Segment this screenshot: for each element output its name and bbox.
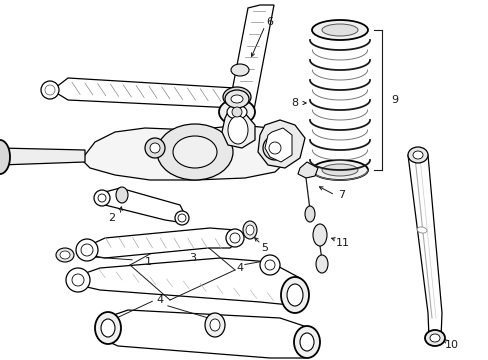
- Ellipse shape: [429, 334, 439, 342]
- Ellipse shape: [209, 319, 220, 331]
- Ellipse shape: [321, 164, 357, 176]
- Ellipse shape: [305, 206, 314, 222]
- Circle shape: [178, 214, 185, 222]
- Ellipse shape: [286, 284, 303, 306]
- Polygon shape: [82, 125, 289, 180]
- Ellipse shape: [424, 330, 444, 346]
- Polygon shape: [98, 188, 184, 222]
- Text: 1: 1: [144, 257, 151, 267]
- Ellipse shape: [311, 20, 367, 40]
- Circle shape: [150, 143, 160, 153]
- Ellipse shape: [223, 87, 250, 107]
- Ellipse shape: [243, 221, 257, 239]
- Polygon shape: [407, 155, 441, 338]
- Ellipse shape: [315, 255, 327, 273]
- Circle shape: [94, 190, 110, 206]
- Text: 9: 9: [390, 95, 398, 105]
- Ellipse shape: [219, 99, 254, 125]
- Circle shape: [268, 142, 281, 154]
- Ellipse shape: [230, 95, 243, 103]
- Circle shape: [41, 81, 59, 99]
- Text: 4: 4: [236, 263, 243, 273]
- Circle shape: [72, 274, 84, 286]
- Polygon shape: [297, 162, 317, 178]
- Polygon shape: [0, 148, 85, 165]
- Text: 5: 5: [261, 243, 268, 253]
- Ellipse shape: [56, 248, 74, 262]
- Circle shape: [263, 136, 286, 160]
- Text: 7: 7: [338, 190, 345, 200]
- Circle shape: [260, 255, 280, 275]
- Ellipse shape: [412, 151, 422, 159]
- Ellipse shape: [157, 124, 232, 180]
- Ellipse shape: [311, 160, 367, 180]
- Ellipse shape: [95, 312, 121, 344]
- Polygon shape: [55, 78, 240, 108]
- Polygon shape: [78, 258, 305, 305]
- Ellipse shape: [224, 90, 248, 108]
- Circle shape: [66, 268, 90, 292]
- Text: 10: 10: [444, 340, 458, 350]
- Circle shape: [98, 194, 106, 202]
- Ellipse shape: [321, 24, 357, 36]
- Ellipse shape: [226, 105, 246, 119]
- Circle shape: [264, 260, 274, 270]
- Ellipse shape: [204, 313, 224, 337]
- Circle shape: [76, 239, 98, 261]
- Ellipse shape: [281, 277, 308, 313]
- Ellipse shape: [227, 116, 247, 144]
- Ellipse shape: [230, 64, 248, 76]
- Polygon shape: [258, 120, 305, 168]
- Polygon shape: [222, 112, 254, 148]
- Ellipse shape: [245, 225, 253, 235]
- Circle shape: [231, 107, 242, 117]
- Text: 6: 6: [266, 17, 273, 27]
- Circle shape: [145, 138, 164, 158]
- Circle shape: [81, 244, 93, 256]
- Text: 3: 3: [189, 253, 196, 263]
- Ellipse shape: [293, 326, 319, 358]
- Circle shape: [175, 211, 189, 225]
- Text: 2: 2: [108, 213, 115, 223]
- Text: 4: 4: [156, 295, 163, 305]
- Ellipse shape: [416, 227, 426, 233]
- Circle shape: [45, 85, 55, 95]
- Polygon shape: [88, 228, 240, 258]
- Ellipse shape: [60, 251, 70, 259]
- Ellipse shape: [0, 140, 10, 174]
- Text: 8: 8: [291, 98, 298, 108]
- Text: 11: 11: [335, 238, 349, 248]
- Ellipse shape: [101, 319, 115, 337]
- Polygon shape: [264, 128, 291, 162]
- Polygon shape: [227, 5, 273, 120]
- Ellipse shape: [407, 147, 427, 163]
- Ellipse shape: [173, 136, 217, 168]
- Circle shape: [225, 229, 244, 247]
- Ellipse shape: [299, 333, 313, 351]
- Circle shape: [229, 233, 240, 243]
- Polygon shape: [100, 310, 317, 358]
- Ellipse shape: [312, 224, 326, 246]
- Ellipse shape: [116, 187, 128, 203]
